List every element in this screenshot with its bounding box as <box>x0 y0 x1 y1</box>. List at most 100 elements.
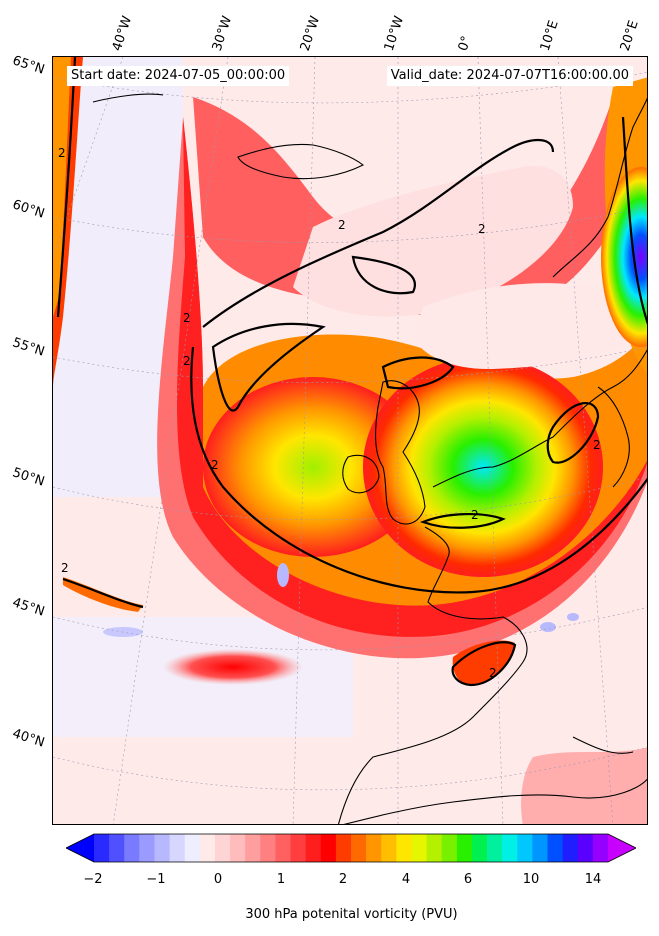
lon-label-20w: 20°W <box>297 14 324 53</box>
colorbar-tick: −2 <box>83 872 103 887</box>
low-pv-speck <box>567 613 579 621</box>
contour-labels: 2 2 2 2 2 2 2 2 2 2 <box>58 146 601 680</box>
colorbar-segment <box>154 834 171 862</box>
colorbar-tick: 14 <box>584 872 602 887</box>
contour-2pvu-loop-west <box>211 322 326 412</box>
contour-label: 2 <box>593 438 601 452</box>
colorbar-segment <box>335 834 352 862</box>
contour-label: 2 <box>61 561 69 575</box>
colorbar-segment <box>245 834 261 862</box>
colorbar-segment <box>290 834 307 862</box>
map-panel: 2 2 2 2 2 2 2 2 2 2 Start date: 2024-07-… <box>52 56 648 825</box>
coast-ireland <box>342 454 380 494</box>
pv-greenland-core <box>53 57 71 317</box>
lat-label-50n: 50°N <box>10 465 47 490</box>
contour-2pvu-loop-north-sea <box>381 356 455 390</box>
contour-2pvu-main-south <box>190 346 647 594</box>
colorbar-segment <box>214 834 231 862</box>
colorbar-segment <box>305 834 322 862</box>
coast-western-europe <box>337 526 528 824</box>
colorbar-segment <box>94 834 110 862</box>
colorbar-outline <box>66 833 636 863</box>
lat-label-60n: 60°N <box>10 197 47 222</box>
pv-blob-atlantic-south <box>163 649 303 685</box>
lon-label-30w: 30°W <box>209 14 236 53</box>
contour-2pvu-norway <box>621 116 647 325</box>
colorbar-segment <box>109 834 125 862</box>
lat-label-40n: 40°N <box>10 726 47 751</box>
coast-mediterranean <box>572 736 634 754</box>
colorbar-segment <box>396 834 412 862</box>
low-pv-tongue-scandinavia <box>413 283 637 370</box>
colorbar-segment <box>260 834 276 862</box>
colorbar-segment <box>562 834 579 862</box>
colorbar-segment <box>592 834 609 862</box>
colorbar-segment <box>351 834 367 862</box>
colorbar-segment <box>230 834 246 862</box>
colorbar-segment <box>441 834 458 862</box>
colorbar-segment <box>184 834 201 862</box>
colorbar-segment <box>320 834 337 862</box>
colorbar-tick: 0 <box>213 872 223 887</box>
start-date-label: Start date: 2024-07-05_00:00:00 <box>67 66 290 86</box>
low-pv-speck <box>277 563 289 587</box>
coast-north-africa <box>343 778 647 824</box>
lat-label-55n: 55°N <box>10 335 47 360</box>
contour-label: 2 <box>478 222 486 236</box>
colorbar-extend-high <box>608 834 636 862</box>
contour-label: 2 <box>183 311 191 325</box>
lon-label-40w: 40°W <box>109 14 136 53</box>
contour-2pvu-loop-channel <box>419 513 506 529</box>
pv-area-mediterranean <box>521 747 647 824</box>
coast-great-britain <box>375 380 426 525</box>
coast-north-sea-continent <box>432 349 647 488</box>
coast-norway <box>552 97 647 278</box>
lon-label-10e: 10°E <box>537 18 562 53</box>
colorbar-segment <box>547 834 564 862</box>
lat-label-65n: 65°N <box>10 53 47 78</box>
colorbar-segment <box>411 834 428 862</box>
low-pv-speck <box>540 622 556 632</box>
lon-label-10w: 10°W <box>381 14 408 53</box>
colorbar-segment <box>471 834 488 862</box>
pv-core-norway <box>601 167 647 347</box>
lon-label-0: 0° <box>455 34 475 53</box>
contour-label: 2 <box>58 146 66 160</box>
colorbar-tick: −1 <box>146 872 166 887</box>
pv-2-contours <box>56 57 647 687</box>
colorbar-tick: 6 <box>463 872 473 887</box>
lon-label-20e: 20°E <box>617 18 642 53</box>
contour-2pvu-north <box>202 139 555 328</box>
coast-denmark-baltic <box>597 386 630 488</box>
colorbar-tick: 2 <box>338 872 348 887</box>
colorbar-segment <box>275 834 292 862</box>
valid-date-label: Valid_date: 2024-07-07T16:00:00.00 <box>386 66 633 86</box>
coastlines <box>92 93 647 824</box>
colorbar-segment <box>199 834 216 862</box>
contour-label: 2 <box>489 666 497 680</box>
colorbar-segment <box>426 834 443 862</box>
colorbar-segment <box>577 834 594 862</box>
colorbar-segment <box>487 834 503 862</box>
colorbar <box>66 833 636 863</box>
contour-2pvu-greenland <box>56 57 77 318</box>
colorbar-segment <box>169 834 186 862</box>
contour-2pvu-filament-southwest <box>62 577 144 609</box>
colorbar-segment <box>381 834 397 862</box>
contour-label: 2 <box>211 458 219 472</box>
colorbar-extend-low <box>66 834 94 862</box>
contour-2pvu-loop-north-atlantic <box>351 255 416 295</box>
colorbar-segment <box>456 834 473 862</box>
colorbar-segment <box>139 834 155 862</box>
colorbar-segment <box>532 834 549 862</box>
colorbar-segment <box>366 834 382 862</box>
colorbar-tick: 1 <box>276 872 286 887</box>
contour-2pvu-loop-continent <box>546 402 600 464</box>
pv-blob-iberia-north <box>452 640 515 685</box>
colorbar-tick: 4 <box>401 872 411 887</box>
pv-core-british-isles <box>363 357 603 577</box>
contour-label: 2 <box>471 508 479 522</box>
coast-greenland <box>92 93 164 103</box>
colorbar-segment <box>124 834 140 862</box>
pv-core-west <box>203 377 423 557</box>
